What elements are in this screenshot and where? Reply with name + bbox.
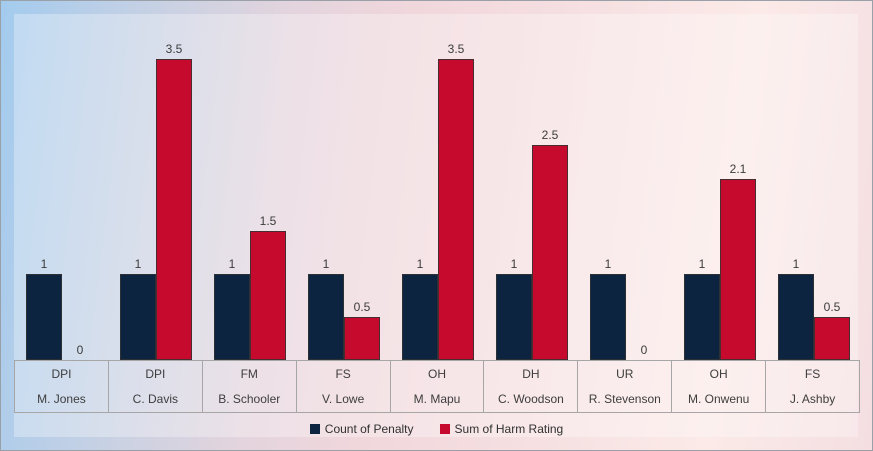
bar-count-of-penalty-c-davis[interactable] bbox=[120, 274, 156, 360]
player-name-label: M. Mapu bbox=[413, 392, 461, 406]
legend-item-count-of-penalty[interactable]: Count of Penalty bbox=[309, 422, 414, 436]
legend: Count of Penalty Sum of Harm Rating bbox=[1, 421, 872, 437]
data-label-sum-of-harm-rating-m-jones: 0 bbox=[76, 343, 84, 357]
data-label-sum-of-harm-rating-c-woodson: 2.5 bbox=[541, 128, 559, 142]
bar-count-of-penalty-m-jones[interactable] bbox=[26, 274, 62, 360]
player-name-label: V. Lowe bbox=[321, 392, 365, 406]
data-label-count-of-penalty-v-lowe: 1 bbox=[322, 257, 330, 271]
penalty-type-label: UR bbox=[616, 367, 634, 381]
data-label-sum-of-harm-rating-m-onwenu: 2.1 bbox=[729, 162, 747, 176]
x-axis-category-j-ashby: FS J. Ashby bbox=[765, 361, 861, 412]
data-label-sum-of-harm-rating-c-davis: 3.5 bbox=[165, 42, 183, 56]
count-series-swatch-icon bbox=[309, 424, 320, 434]
bar-count-of-penalty-m-mapu[interactable] bbox=[402, 274, 438, 360]
data-label-count-of-penalty-c-woodson: 1 bbox=[510, 257, 518, 271]
bar-count-of-penalty-r-stevenson[interactable] bbox=[590, 274, 626, 360]
x-axis-category-m-jones: DPI M. Jones bbox=[14, 361, 108, 412]
data-label-count-of-penalty-m-mapu: 1 bbox=[416, 257, 424, 271]
bar-sum-of-harm-rating-m-onwenu[interactable] bbox=[720, 179, 756, 360]
data-label-count-of-penalty-m-jones: 1 bbox=[40, 257, 48, 271]
data-label-count-of-penalty-j-ashby: 1 bbox=[792, 257, 800, 271]
bar-count-of-penalty-j-ashby[interactable] bbox=[778, 274, 814, 360]
penalty-type-label: OH bbox=[428, 367, 446, 381]
bar-sum-of-harm-rating-v-lowe[interactable] bbox=[344, 317, 380, 360]
player-name-label: R. Stevenson bbox=[588, 392, 661, 406]
player-name-label: C. Woodson bbox=[497, 392, 564, 406]
bar-sum-of-harm-rating-j-ashby[interactable] bbox=[814, 317, 850, 360]
player-name-label: M. Onwenu bbox=[688, 392, 750, 406]
x-axis: DPI M. Jones DPI C. Davis FM B. Schooler FS V. … bbox=[14, 360, 861, 413]
data-label-sum-of-harm-rating-r-stevenson: 0 bbox=[640, 343, 648, 357]
harm-series-swatch-icon bbox=[439, 424, 450, 434]
player-name-label: B. Schooler bbox=[218, 392, 281, 406]
player-name-label: M. Jones bbox=[37, 392, 86, 406]
legend-item-sum-of-harm-rating[interactable]: Sum of Harm Rating bbox=[439, 422, 564, 436]
x-axis-category-b-schooler: FM B. Schooler bbox=[201, 361, 296, 412]
legend-label: Count of Penalty bbox=[324, 422, 414, 436]
data-label-count-of-penalty-b-schooler: 1 bbox=[228, 257, 236, 271]
penalty-type-label: FM bbox=[240, 367, 258, 381]
x-axis-category-r-stevenson: UR R. Stevenson bbox=[577, 361, 671, 412]
data-label-count-of-penalty-m-onwenu: 1 bbox=[698, 257, 706, 271]
bar-count-of-penalty-v-lowe[interactable] bbox=[308, 274, 344, 360]
bar-sum-of-harm-rating-b-schooler[interactable] bbox=[250, 231, 286, 360]
x-axis-category-m-mapu: OH M. Mapu bbox=[389, 361, 484, 412]
penalty-type-label: DH bbox=[522, 367, 540, 381]
penalty-type-label: FS bbox=[804, 367, 821, 381]
x-axis-category-v-lowe: FS V. Lowe bbox=[295, 361, 390, 412]
bar-sum-of-harm-rating-c-woodson[interactable] bbox=[532, 145, 568, 360]
data-label-count-of-penalty-c-davis: 1 bbox=[134, 257, 142, 271]
x-axis-category-c-woodson: DH C. Woodson bbox=[483, 361, 577, 412]
bar-sum-of-harm-rating-c-davis[interactable] bbox=[156, 59, 192, 360]
data-label-sum-of-harm-rating-v-lowe: 0.5 bbox=[353, 300, 371, 314]
data-label-sum-of-harm-rating-j-ashby: 0.5 bbox=[823, 300, 841, 314]
legend-label: Sum of Harm Rating bbox=[454, 422, 564, 436]
x-axis-category-m-onwenu: OH M. Onwenu bbox=[671, 361, 765, 412]
penalty-type-label: DPI bbox=[145, 367, 166, 381]
penalty-type-label: FS bbox=[335, 367, 351, 381]
penalty-type-label: DPI bbox=[51, 367, 72, 381]
chart-inner-panel bbox=[14, 14, 858, 437]
bar-count-of-penalty-b-schooler[interactable] bbox=[214, 274, 250, 360]
player-name-label: J. Ashby bbox=[789, 392, 836, 406]
bar-count-of-penalty-c-woodson[interactable] bbox=[496, 274, 532, 360]
player-name-label: C. Davis bbox=[132, 392, 178, 406]
bar-count-of-penalty-m-onwenu[interactable] bbox=[684, 274, 720, 360]
data-label-sum-of-harm-rating-b-schooler: 1.5 bbox=[259, 214, 277, 228]
data-label-count-of-penalty-r-stevenson: 1 bbox=[604, 257, 612, 271]
x-axis-category-c-davis: DPI C. Davis bbox=[107, 361, 202, 412]
bar-sum-of-harm-rating-m-mapu[interactable] bbox=[438, 59, 474, 360]
data-label-sum-of-harm-rating-m-mapu: 3.5 bbox=[447, 42, 465, 56]
penalty-type-label: OH bbox=[709, 367, 728, 381]
